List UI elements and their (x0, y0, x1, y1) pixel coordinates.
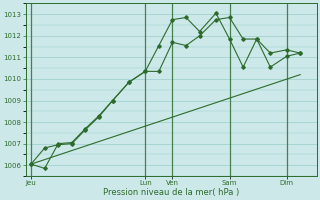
X-axis label: Pression niveau de la mer( hPa ): Pression niveau de la mer( hPa ) (103, 188, 239, 197)
